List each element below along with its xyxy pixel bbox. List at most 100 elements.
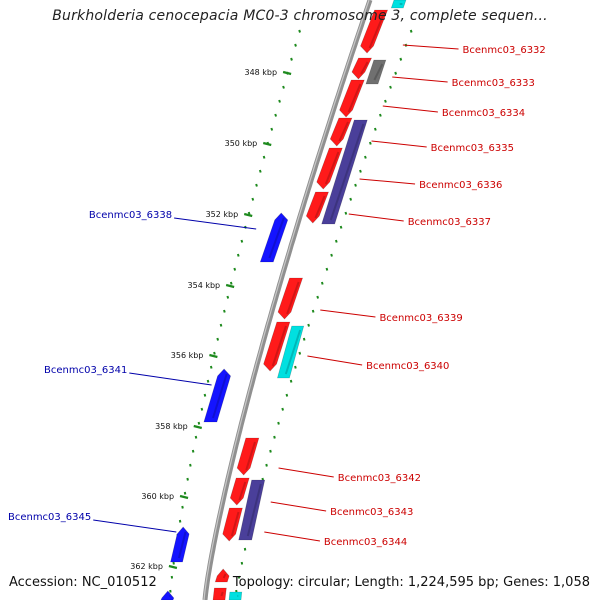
tick-dot [183, 491, 187, 495]
tick-dot [290, 57, 293, 61]
tick-dot [344, 211, 348, 215]
feature-block-shape [238, 479, 266, 541]
tick-dot [320, 281, 324, 285]
tick-dot [285, 393, 289, 397]
forward-gene-label: Bcenmc03_6333 [452, 78, 535, 89]
feature-block-shape [365, 59, 387, 85]
scale-tick-label: 360 kbp [141, 492, 174, 501]
forward-leader-line [264, 531, 321, 542]
reverse-leader-line [93, 519, 177, 533]
tick-dot [354, 183, 357, 187]
scale-tick-label: 358 kbp [155, 422, 188, 431]
forward-leader-line [371, 140, 427, 148]
feature-block-shape [321, 119, 368, 225]
reverse-gene-shade [268, 217, 285, 259]
forward-gene-shade [271, 325, 287, 367]
feature-block [277, 325, 305, 379]
scale-tick-mark [193, 424, 203, 430]
tick-dot [325, 267, 329, 271]
tick-dot [262, 155, 266, 159]
forward-gene-label: Bcenmc03_6336 [419, 180, 502, 191]
forward-gene-label: Bcenmc03_6339 [379, 313, 462, 324]
scale-tick-mark [168, 564, 178, 570]
tick-dot [203, 393, 207, 397]
tick-dot [278, 99, 281, 103]
tick-dot [399, 57, 403, 61]
tick-dot [311, 309, 315, 313]
tick-dot [197, 421, 201, 425]
forward-gene-shade [347, 83, 362, 113]
scale-tick-mark [243, 212, 253, 218]
tick-dot [349, 197, 353, 201]
feature-block [238, 479, 266, 541]
tick-dot [298, 351, 302, 355]
reverse-gene [203, 368, 231, 423]
forward-leader-line [402, 44, 459, 50]
tick-dot [273, 435, 276, 439]
feature-block-shape [390, 0, 407, 9]
scale-tick-mark [225, 283, 235, 289]
scale-tick-label: 356 kbp [171, 351, 204, 360]
feature-block-shade [284, 329, 302, 375]
tick-dot [251, 197, 255, 201]
forward-gene-shape [212, 587, 227, 600]
reverse-gene-label: Bcenmc03_6345 [8, 512, 91, 523]
reverse-gene [170, 526, 190, 563]
tick-dot [206, 379, 210, 383]
forward-gene-shape [351, 57, 373, 80]
tick-dot [379, 113, 382, 117]
reverse-leader-line [174, 217, 257, 230]
forward-gene-shade [245, 441, 256, 471]
forward-gene [236, 437, 260, 476]
tick-dot [200, 407, 204, 411]
feature-block [390, 0, 407, 9]
tick-dot [178, 519, 182, 523]
forward-gene-shape [214, 568, 230, 583]
forward-leader-line [348, 213, 404, 222]
reverse-gene-label: Bcenmc03_6341 [44, 365, 127, 376]
tick-dot [364, 155, 367, 159]
genome-backbone [202, 0, 373, 600]
forward-gene [360, 9, 389, 54]
tick-dot [339, 225, 343, 229]
forward-gene [329, 117, 353, 147]
forward-gene [222, 507, 243, 542]
forward-gene [339, 79, 365, 118]
forward-gene [277, 277, 303, 320]
forward-leader-line [359, 178, 416, 185]
forward-leader-line [392, 76, 448, 83]
reverse-gene-shape [160, 590, 175, 600]
forward-gene-shape [222, 507, 243, 542]
forward-gene-shape [339, 79, 365, 118]
tick-dot [274, 113, 278, 117]
tick-dot [255, 183, 258, 187]
forward-gene-label: Bcenmc03_6334 [442, 108, 525, 119]
forward-gene-shape [316, 147, 343, 190]
feature-block [228, 591, 243, 600]
tick-dot [368, 141, 372, 145]
map-title: Burkholderia cenocepacia MC0-3 chromosom… [52, 8, 548, 24]
scale-tick-mark [262, 141, 272, 147]
scale-tick-mark [282, 70, 292, 76]
forward-gene-shape [329, 117, 353, 147]
tick-dot [194, 435, 198, 439]
reverse-gene-shape [259, 212, 289, 263]
feature-block [365, 59, 387, 85]
forward-gene [229, 477, 250, 506]
forward-gene-shade [314, 195, 326, 219]
tick-dot [219, 323, 223, 327]
feature-block-shape [277, 325, 305, 379]
forward-gene-label: Bcenmc03_6340 [366, 361, 449, 372]
forward-gene-shape [360, 9, 389, 54]
tick-dot [281, 407, 284, 411]
feature-block-shade [373, 63, 384, 81]
feature-block-shade [246, 483, 262, 537]
forward-gene-shade [338, 121, 349, 142]
forward-gene-shade [286, 281, 300, 315]
scale-tick-label: 354 kbp [188, 281, 221, 290]
tick-dot [181, 505, 184, 509]
forward-leader-line [270, 501, 327, 512]
tick-dot [294, 365, 297, 369]
tick-dot [289, 379, 293, 383]
